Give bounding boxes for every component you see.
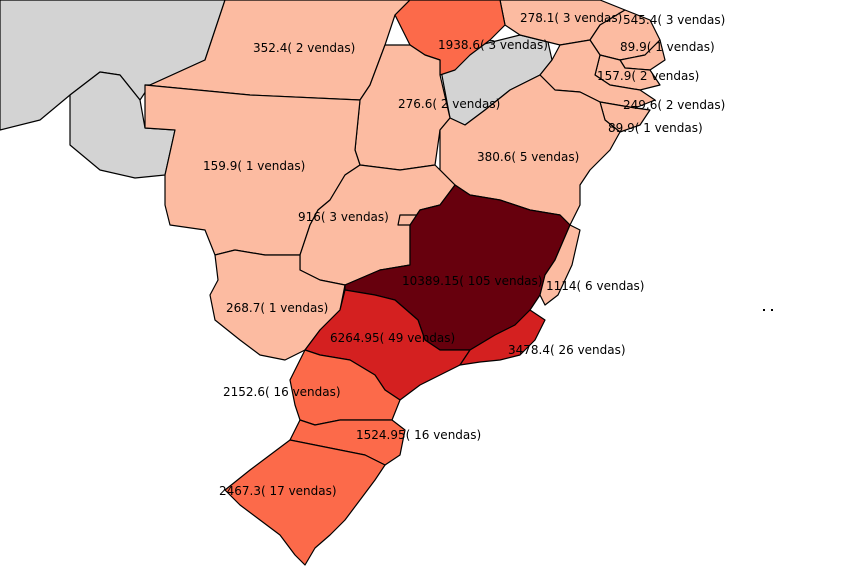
label-PA: 1938.6( 3 vendas) <box>438 38 548 52</box>
label-MT: 159.9( 1 vendas) <box>203 159 305 173</box>
state-BA <box>439 74 621 226</box>
label-CE: 545.4( 3 vendas) <box>623 13 725 27</box>
state-RJ <box>459 309 546 366</box>
label-AM: 352.4( 2 vendas) <box>253 41 355 55</box>
label-TO: 276.6( 2 vendas) <box>398 97 500 111</box>
label-MG: 10389.15( 105 vendas) <box>402 274 542 288</box>
label-MS: 268.7( 1 vendas) <box>226 301 328 315</box>
label-AL: 89.9( 1 vendas) <box>608 121 703 135</box>
label-GO: 916( 3 vendas) <box>298 210 389 224</box>
label-BA: 380.6( 5 vendas) <box>477 150 579 164</box>
label-PR: 2152.6( 16 vendas) <box>223 385 341 399</box>
state-PA <box>394 0 506 76</box>
label-RS: 2467.3( 17 vendas) <box>219 484 337 498</box>
island-marker <box>763 309 765 311</box>
label-RN: 89.9( 1 vendas) <box>620 40 715 54</box>
label-ES: 1114( 6 vendas) <box>546 279 644 293</box>
label-PE: 249.6( 2 vendas) <box>623 98 725 112</box>
island-marker <box>771 309 773 311</box>
label-RR: 278.1( 3 vendas) <box>520 11 622 25</box>
state-ES <box>539 224 581 306</box>
label-RJ: 3478.4( 26 vendas) <box>508 343 626 357</box>
label-SC: 1524.95( 16 vendas) <box>356 428 481 442</box>
label-SP: 6264.95( 49 vendas) <box>330 331 455 345</box>
state-RS <box>224 439 386 566</box>
label-PB: 157.9( 2 vendas) <box>597 69 699 83</box>
